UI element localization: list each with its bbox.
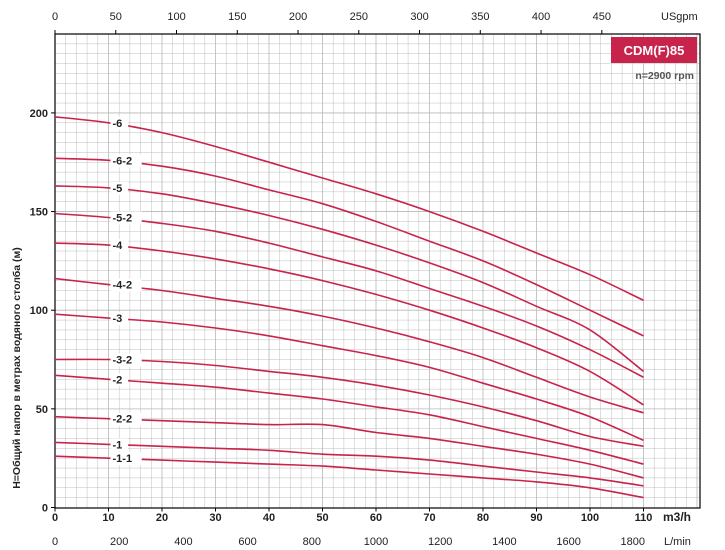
lmin-tick-label: 1200 [428,536,452,548]
y-tick-label: 150 [30,207,48,219]
curve-label: -2 [113,374,123,386]
x-tick-label: 30 [209,512,221,524]
curve-label: -4 [113,240,124,252]
top-axis-unit: USgpm [661,11,698,23]
x-tick-label: 60 [370,512,382,524]
curve-label-bg [110,452,142,466]
plot-frame [54,33,701,509]
lmin-tick-label: 1400 [492,536,516,548]
y-axis-ticks: 0 50 100 150 200 [30,108,55,515]
lmin-tick-label: 200 [110,536,128,548]
lmin-tick-label: 1800 [621,536,645,548]
lmin-tick-label: 400 [174,536,192,548]
curve-label-bg [110,239,129,253]
lmin-tick-label: 600 [238,536,256,548]
x-tick-label: 80 [477,512,489,524]
speed-label: n=2900 rpm [635,70,694,82]
curve-label-bg [110,412,142,426]
y-tick-label: 100 [30,305,48,317]
usgpm-tick-label: 150 [228,11,246,23]
lmin-tick-label: 0 [52,536,58,548]
curve-label: -6 [113,118,123,130]
curve-1 [54,441,644,487]
usgpm-tick-label: 200 [289,11,307,23]
pump-curves [54,116,644,499]
bottom-axis-lmin-ticks: 0 200 400 600 800 1000 1200 1400 1600 1800 [52,536,645,548]
top-axis-usgpm-ticks: 0 50 100 150 200 250 300 350 400 450 [52,11,611,34]
curve-6 [54,116,644,302]
usgpm-tick-label: 300 [410,11,428,23]
x-tick-label: 40 [263,512,275,524]
y-tick-label: 50 [36,404,48,416]
curve-5-2 [54,212,644,379]
x-tick-label: 20 [156,512,168,524]
model-badge [611,37,697,63]
y-axis-label: H=Общий напор в метрах водяного столба (… [11,247,23,489]
x-tick-label: 90 [530,512,542,524]
usgpm-tick-label: 250 [350,11,368,23]
x-tick-label: 50 [316,512,328,524]
curve-label: -5 [113,183,123,195]
lmin-tick-label: 800 [303,536,321,548]
curve-label-bg [110,116,129,130]
y-tick-label: 0 [42,503,48,515]
curve-label-bg [110,373,129,387]
curve-label-bg [110,211,142,225]
curve-6-2 [54,157,644,337]
x-tick-label: 100 [581,512,599,524]
curve-5 [54,185,644,373]
usgpm-tick-label: 450 [593,11,611,23]
usgpm-tick-label: 0 [52,11,58,23]
curve-label-bg [110,181,129,195]
curve-label-bg [110,353,142,367]
x-tick-label: 0 [52,512,58,524]
bottom-axis-m3h-ticks: 0 10 20 30 40 50 60 70 80 90 100 110 [52,507,653,524]
curve-4 [54,242,644,406]
curve-label: -2-2 [113,414,133,426]
usgpm-tick-label: 50 [110,11,122,23]
y-tick-label: 200 [30,108,48,120]
curve-2 [54,374,644,465]
curve-label: -1-1 [113,453,133,465]
curve-1-1 [54,455,644,499]
bottom-axis-unit-m3h: m3/h [663,510,691,524]
x-tick-label: 10 [102,512,114,524]
curve-label: -4-2 [113,280,133,292]
curve-4-2 [54,277,644,414]
curve-label: -6-2 [113,155,133,167]
curve-label-bg [110,438,129,452]
curve-label: -1 [113,439,123,451]
curve-3 [54,313,644,442]
curve-3-2 [54,358,644,448]
curve-label-bg [110,278,142,292]
curve-labels: -6-6-2-5-5-2-4-4-2-3-3-2-2-2-2-1-1-1 [110,116,142,466]
curve-label: -5-2 [113,212,133,224]
lmin-tick-label: 1600 [556,536,580,548]
curve-2-2 [54,415,644,479]
curve-label: -3-2 [113,355,133,367]
curve-label-bg [110,154,142,168]
usgpm-tick-label: 400 [532,11,550,23]
x-tick-label: 110 [635,512,653,524]
bottom-axis-unit-lmin: L/min [664,536,691,548]
curve-label-bg [110,312,129,326]
x-tick-label: 70 [423,512,435,524]
lmin-tick-label: 1000 [364,536,388,548]
usgpm-tick-label: 350 [471,11,489,23]
model-title: CDM(F)85 [624,43,685,58]
curve-label: -3 [113,313,123,325]
usgpm-tick-label: 100 [167,11,185,23]
